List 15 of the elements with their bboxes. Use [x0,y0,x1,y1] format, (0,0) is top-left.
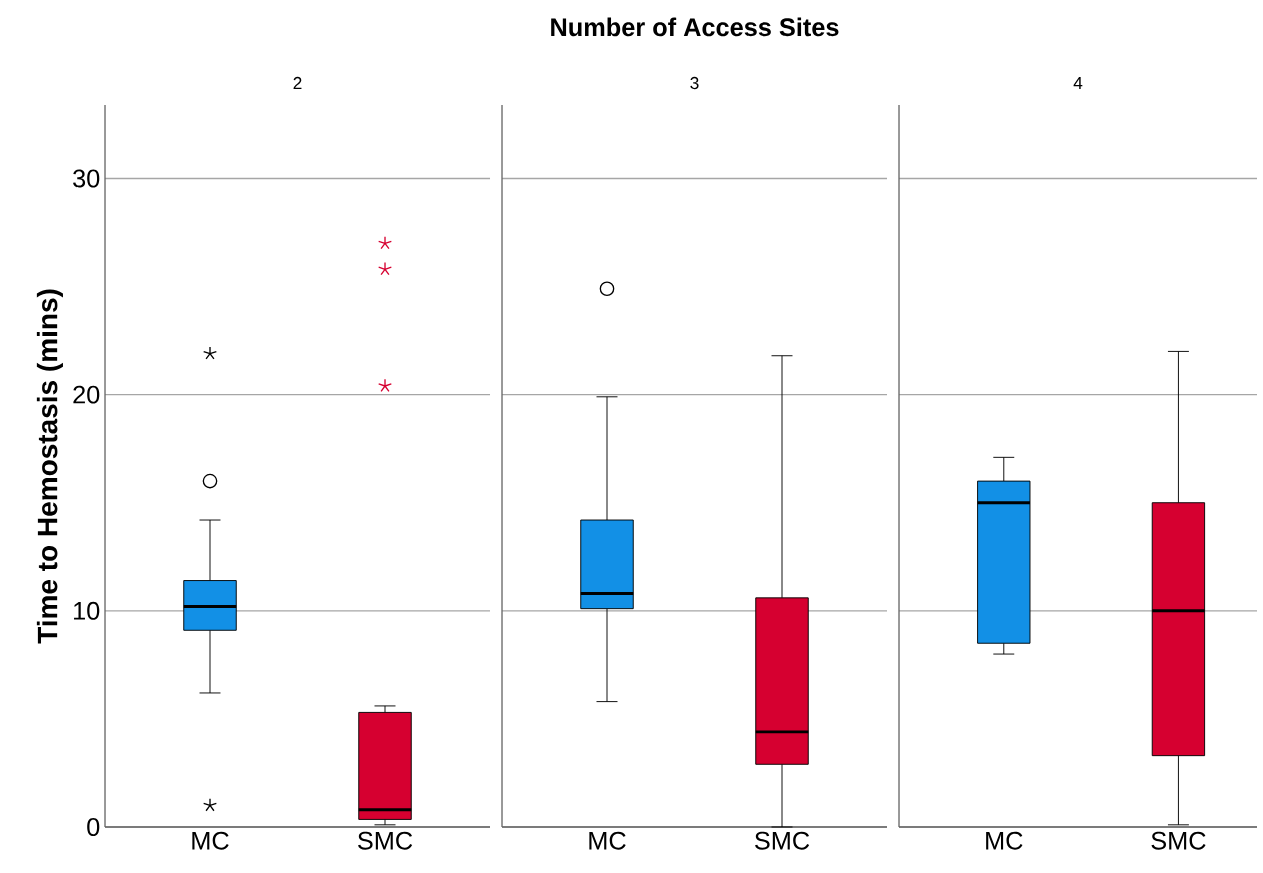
chart-subtitle: 4 [1073,77,1083,89]
x-tick-label: MC [192,831,229,850]
x-tick-label: MC [589,831,626,850]
x-tick-label: SMC [358,831,413,850]
x-tick-label: SMC [755,831,810,850]
y-tick-label: 30 [73,169,100,188]
y-tick-label: 10 [74,601,100,620]
y-axis-title: Time to Hemostasis (mins) [36,289,63,644]
chart-title: Number of Access Sites [551,17,839,37]
y-tick-label: 0 [87,818,100,836]
y-tick-label: 20 [73,385,100,404]
chart-subtitle: 2 [293,76,302,89]
x-tick-label: SMC [1151,831,1206,850]
x-tick-label: MC [986,831,1023,850]
chart-subtitle: 3 [690,76,699,90]
